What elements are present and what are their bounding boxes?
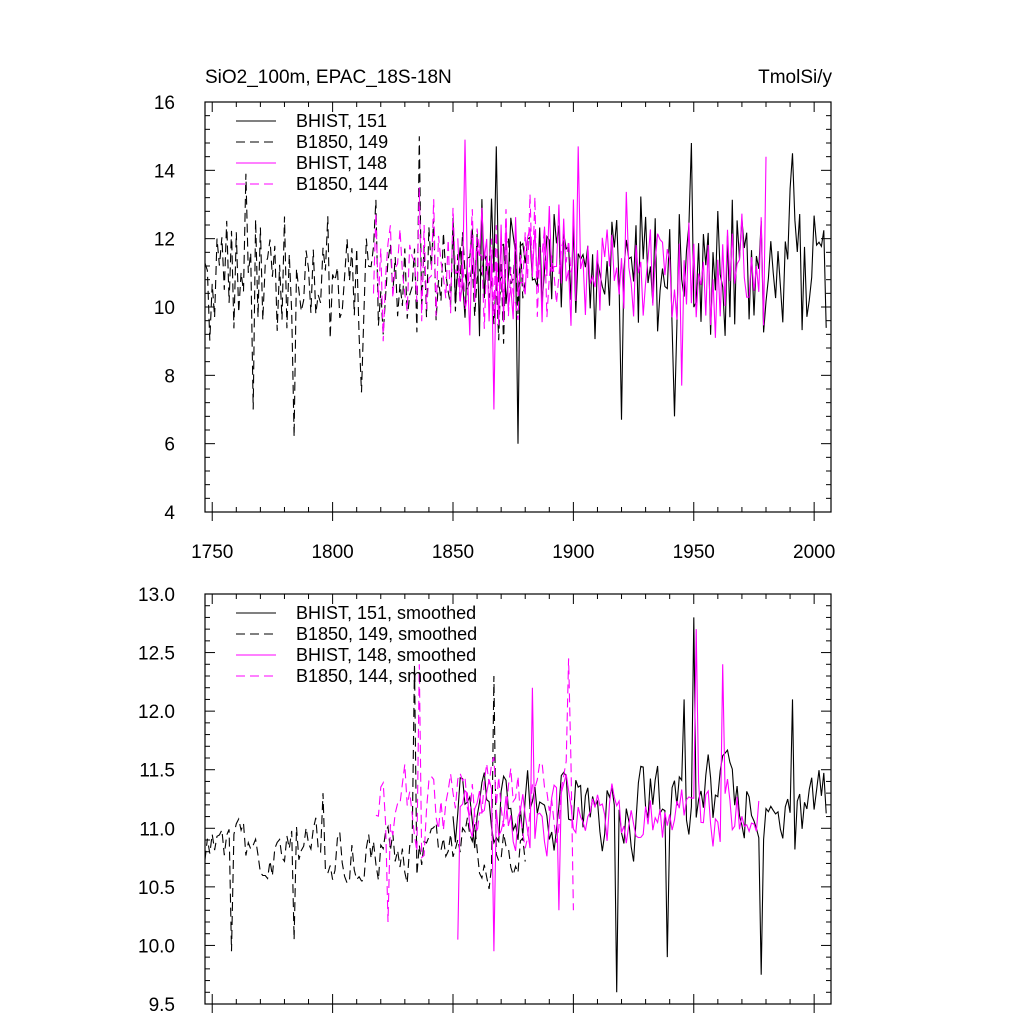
legend-label: B1850, 144, smoothed (296, 666, 477, 686)
x-tick-label: 1800 (311, 542, 353, 563)
y-tick-label: 9.5 (149, 995, 175, 1016)
legend-label: BHIST, 148 (296, 153, 387, 173)
y-tick-label: 10 (154, 298, 175, 319)
top-series (204, 136, 827, 444)
top-panel: 1750 1800 1850 1900 1950 2000 4 6 8 10 12 14 16 BHIS… (154, 93, 835, 563)
series-line-3 (375, 658, 574, 923)
legend-label: B1850, 149 (296, 132, 388, 152)
x-tick-label: 1850 (432, 542, 474, 563)
x-tick-label: 1900 (552, 542, 594, 563)
legend-label: B1850, 144 (296, 174, 388, 194)
bottom-ticks: 9.5 10.0 10.5 11.0 11.5 12.0 12.5 13.0 (138, 585, 831, 1016)
y-tick-label: 14 (154, 161, 176, 182)
legend-label: B1850, 149, smoothed (296, 624, 477, 644)
y-tick-label: 12 (154, 230, 175, 251)
series-line-3 (372, 187, 574, 342)
y-tick-label: 10.5 (138, 878, 175, 899)
y-tick-label: 6 (164, 435, 175, 456)
series-line-1 (204, 664, 526, 952)
legend-label: BHIST, 151 (296, 111, 387, 131)
series-line-2 (457, 629, 760, 952)
y-tick-label: 12.0 (138, 702, 175, 723)
y-tick-label: 4 (164, 503, 175, 524)
series-line-0 (452, 617, 827, 993)
y-tick-label: 10.0 (138, 936, 175, 957)
y-tick-label: 11.0 (139, 819, 175, 840)
y-tick-label: 12.5 (138, 644, 175, 665)
y-tick-label: 11.5 (139, 761, 175, 782)
units-label: TmolSi/y (758, 67, 832, 88)
plot-title: SiO2_100m, EPAC_18S-18N (205, 67, 452, 88)
y-tick-label: 13.0 (138, 585, 175, 606)
bottom-series (204, 617, 827, 993)
x-tick-label: 1950 (673, 542, 715, 563)
y-tick-label: 16 (154, 93, 175, 114)
top-ticks: 1750 1800 1850 1900 1950 2000 4 6 8 10 12 14 16 (154, 93, 835, 563)
legend-label: BHIST, 148, smoothed (296, 645, 476, 665)
bottom-plot-frame (204, 593, 832, 1005)
y-tick-label: 8 (164, 366, 175, 387)
legend-label: BHIST, 151, smoothed (296, 603, 476, 623)
x-tick-label: 1750 (191, 542, 233, 563)
x-tick-label: 2000 (793, 542, 835, 563)
bottom-panel: 9.5 10.0 10.5 11.0 11.5 12.0 12.5 13.0 BHIST, 1… (138, 585, 832, 1016)
